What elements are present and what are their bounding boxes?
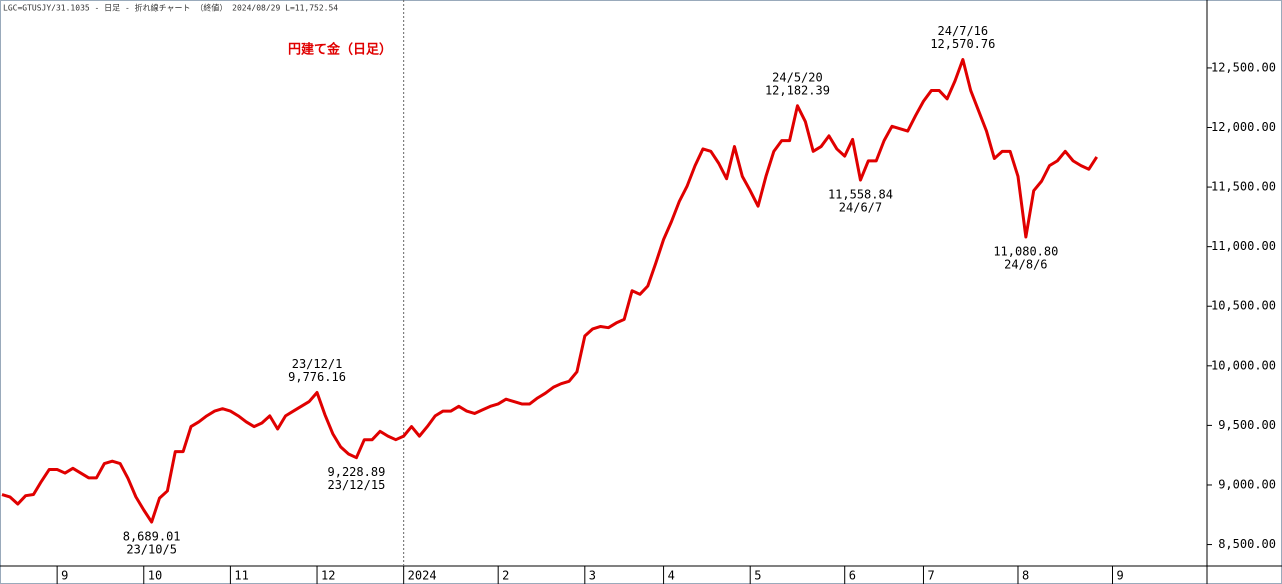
- x-tick-label: 3: [589, 569, 596, 583]
- annotation-value: 9,776.16: [288, 370, 346, 384]
- y-tick-label: 12,000.00: [1211, 120, 1276, 134]
- x-tick-label: 2: [502, 569, 509, 583]
- annotation-value: 11,080.80: [993, 245, 1058, 259]
- x-tick-label: 11: [234, 569, 248, 583]
- x-tick-label: 9: [1116, 569, 1123, 583]
- x-tick-label: 10: [148, 569, 162, 583]
- price-line: [1, 57, 1099, 524]
- y-tick-label: 9,000.00: [1218, 477, 1276, 491]
- annotation-date: 24/8/6: [1004, 258, 1047, 272]
- x-tick-label: 9: [61, 569, 68, 583]
- y-tick-label: 12,500.00: [1211, 60, 1276, 74]
- annotation-date: 24/6/7: [839, 201, 882, 215]
- header: LGC=GTUSJY/31.1035 - 日足 - 折れ線チャート （終値） 2…: [3, 3, 338, 13]
- annotation-date: 24/5/20: [772, 70, 823, 84]
- annotation-value: 8,689.01: [123, 530, 181, 544]
- x-tick-label: 5: [754, 569, 761, 583]
- x-tick-label: 7: [927, 569, 934, 583]
- annotation-value: 9,228.89: [328, 465, 386, 479]
- y-tick-label: 10,500.00: [1211, 299, 1276, 313]
- annotation-value: 12,182.39: [765, 83, 830, 97]
- y-tick-label: 9,500.00: [1218, 418, 1276, 432]
- annotation-date: 23/12/15: [328, 478, 386, 492]
- x-tick-label: 8: [1022, 569, 1029, 583]
- annotation-value: 12,570.76: [930, 37, 995, 51]
- y-tick-label: 8,500.00: [1218, 537, 1276, 551]
- chart-title: 円建て金（日足）: [288, 42, 392, 58]
- y-tick-label: 11,500.00: [1211, 180, 1276, 194]
- annotation-date: 24/7/16: [938, 24, 989, 38]
- annotation-date: 23/10/5: [126, 543, 177, 557]
- x-tick-label: 4: [668, 569, 675, 583]
- x-tick-label: 12: [321, 569, 335, 583]
- x-tick-label: 2024: [408, 569, 437, 583]
- annotation-date: 23/12/1: [292, 357, 343, 371]
- x-tick-label: 6: [849, 569, 856, 583]
- annotation-value: 11,558.84: [828, 188, 893, 202]
- y-tick-label: 10,000.00: [1211, 358, 1276, 372]
- y-tick-label: 11,000.00: [1211, 239, 1276, 253]
